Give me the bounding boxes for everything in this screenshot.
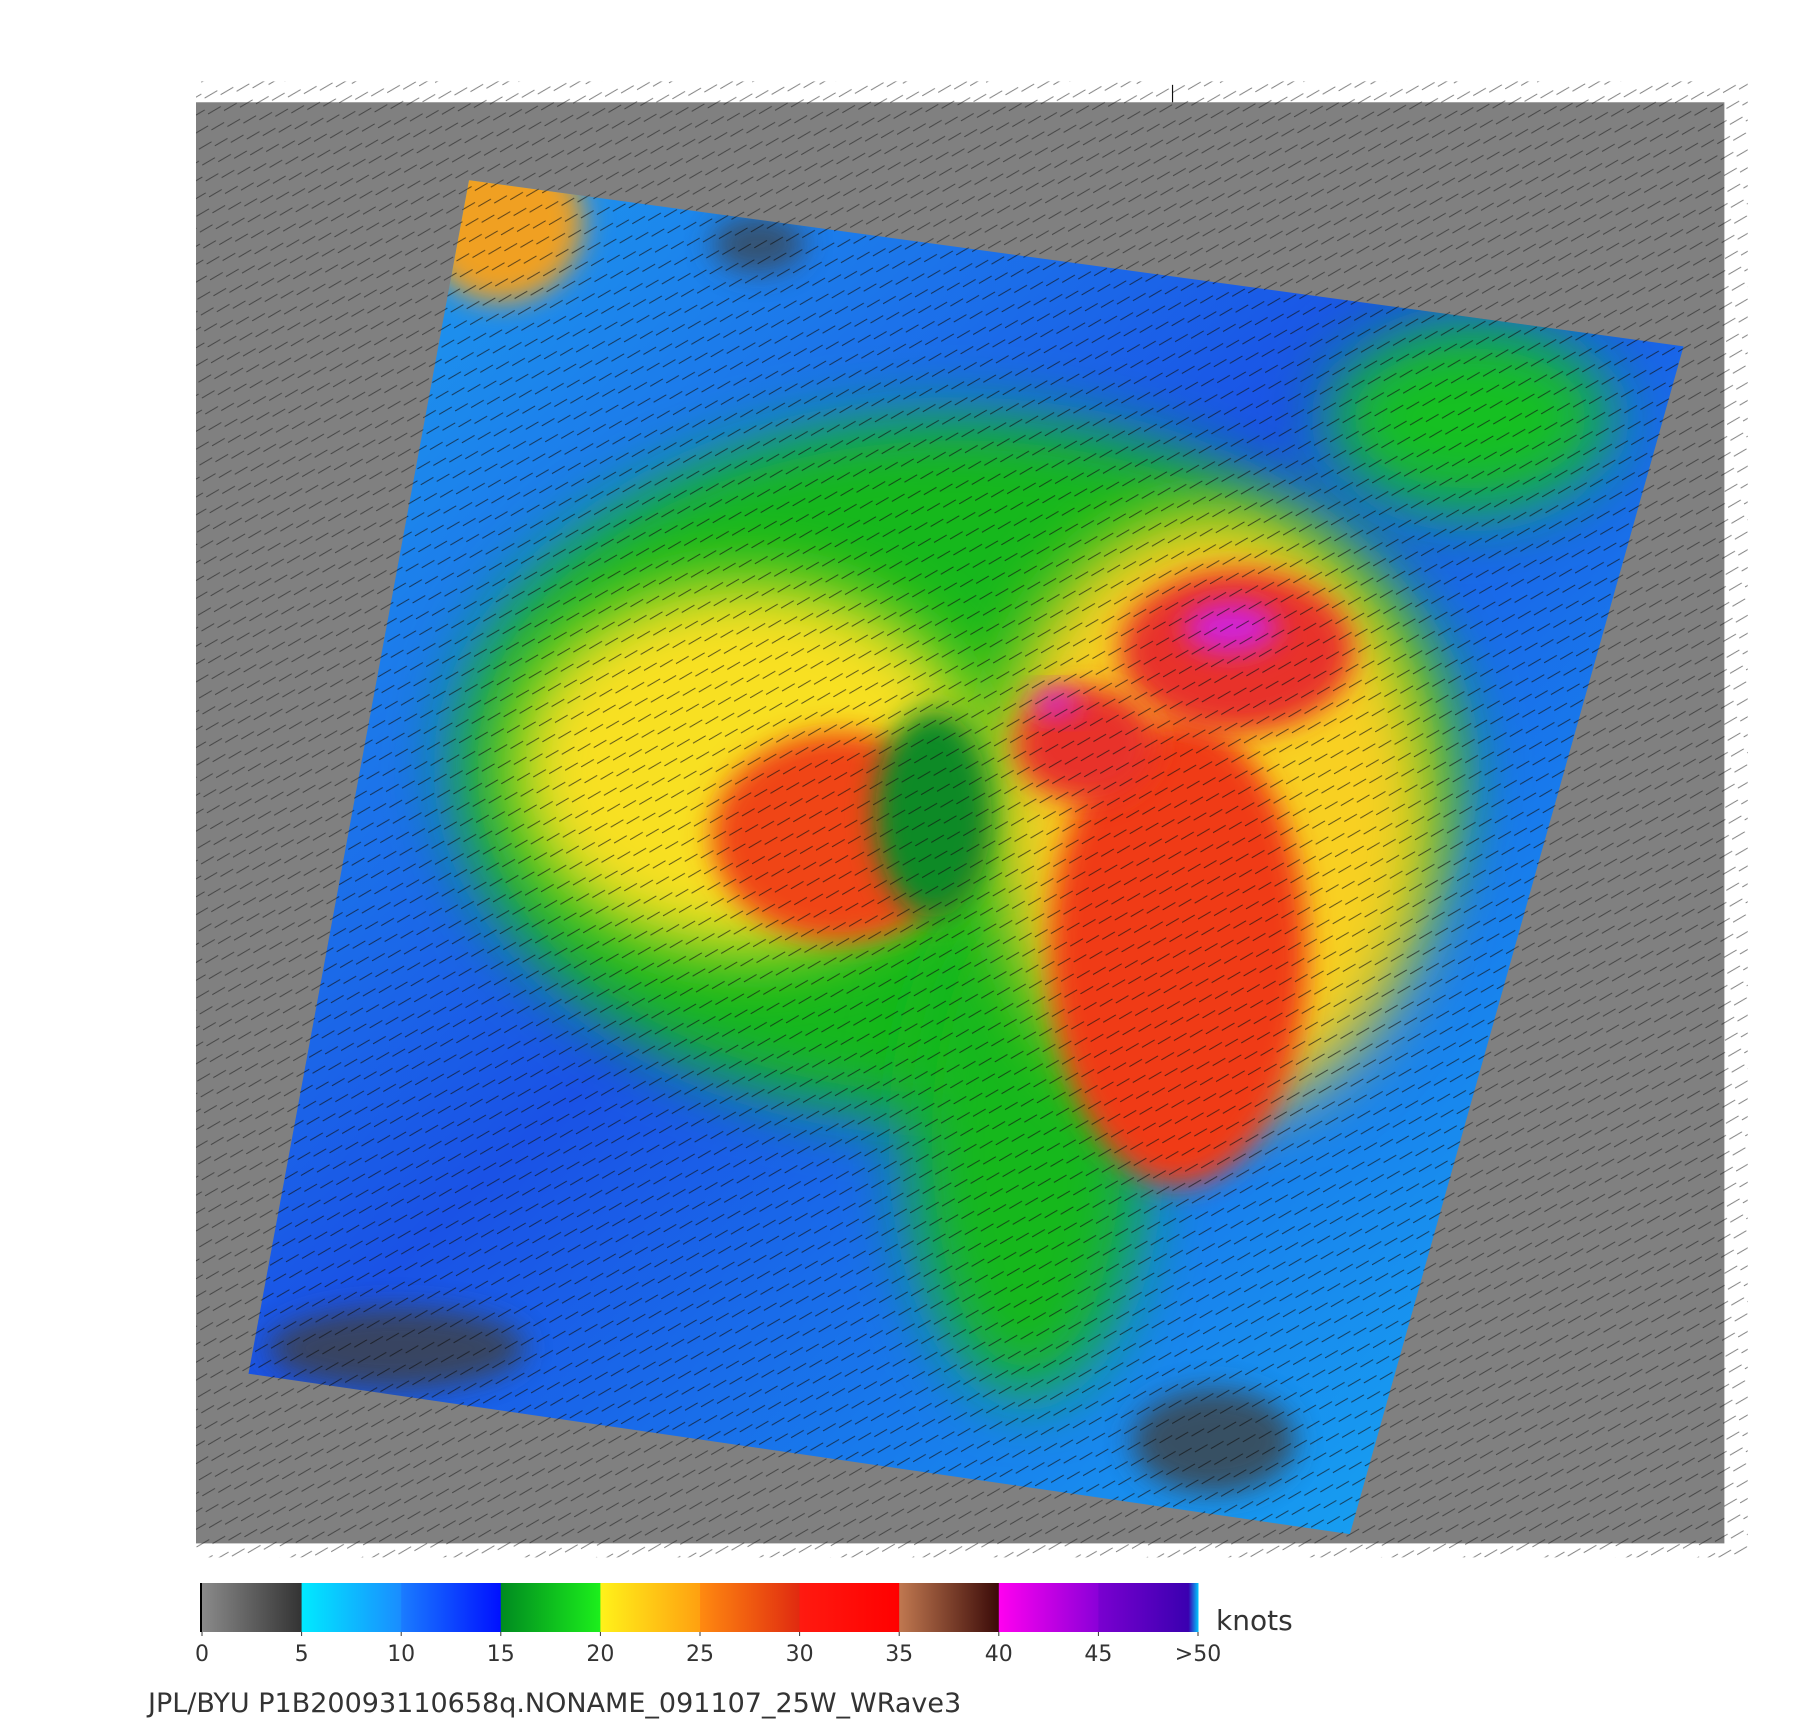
colorbar: 0 5 10 15 20 25 30 35 40 45 >50 (195, 1583, 1221, 1667)
colorbar-tick-label: 35 (885, 1642, 913, 1667)
caption: JPL/BYU P1B20093110658q.NONAME_091107_25… (146, 1688, 961, 1719)
colorbar-segment (401, 1583, 502, 1632)
colorbar-tick-label: 0 (195, 1642, 209, 1667)
colorbar-segment (1098, 1583, 1199, 1632)
wind-image (196, 81, 1748, 1558)
colorbar-tick-label: 20 (586, 1642, 614, 1667)
colorbar-edge (200, 1583, 203, 1632)
colorbar-tick-label: 5 (295, 1642, 309, 1667)
colorbar-segment (700, 1583, 801, 1632)
colorbar-tick-label: 45 (1084, 1642, 1112, 1667)
colorbar-tick-label: 30 (786, 1642, 814, 1667)
colorbar-unit: knots (1216, 1604, 1293, 1637)
colorbar-segment (899, 1583, 1000, 1632)
colorbar-tick-label: 10 (387, 1642, 415, 1667)
colorbar-segment (500, 1583, 601, 1632)
colorbar-segment (799, 1583, 900, 1632)
colorbar-segment (202, 1583, 303, 1632)
colorbar-tick-label: 25 (686, 1642, 714, 1667)
colorbar-tick-label: 40 (985, 1642, 1013, 1667)
colorbar-tick-label: 15 (487, 1642, 515, 1667)
colorbar-tick-label: >50 (1175, 1642, 1221, 1667)
colorbar-segment (600, 1583, 701, 1632)
colorbar-segment (998, 1583, 1099, 1632)
colorbar-segment (301, 1583, 402, 1632)
